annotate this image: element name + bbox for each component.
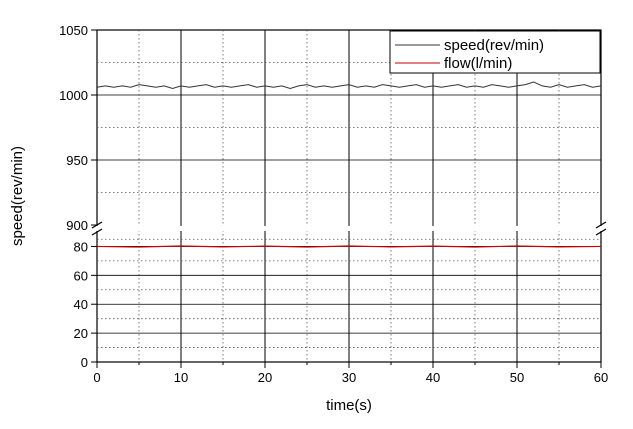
series-group bbox=[96, 81, 602, 248]
x-tick-label: 10 bbox=[174, 370, 188, 385]
x-tick-label: 40 bbox=[426, 370, 440, 385]
y-axis-title: speed(rev/min) bbox=[9, 146, 26, 246]
axis-break-mark bbox=[595, 228, 607, 236]
axis-break-gap bbox=[91, 226, 607, 231]
legend-box bbox=[389, 30, 601, 74]
y-tick-label: 80 bbox=[74, 239, 88, 254]
x-tick-label: 60 bbox=[594, 370, 608, 385]
y-tick-label: 0 bbox=[81, 355, 88, 370]
x-tick-label: 50 bbox=[510, 370, 524, 385]
x-tick-label: 20 bbox=[258, 370, 272, 385]
x-tick-label: 30 bbox=[342, 370, 356, 385]
y-tick-label: 1050 bbox=[59, 23, 88, 38]
y-tick-label: 1000 bbox=[59, 88, 88, 103]
y-tick-label: 950 bbox=[66, 153, 88, 168]
axis-break-mark bbox=[595, 221, 607, 229]
legend: speed(rev/min) flow(l/min) bbox=[389, 30, 601, 74]
series-line-speed bbox=[96, 81, 602, 90]
series-line-flow bbox=[96, 245, 602, 248]
x-tick-label: 0 bbox=[93, 370, 100, 385]
x-axis-title: time(s) bbox=[326, 397, 372, 414]
y-tick-label: 20 bbox=[74, 326, 88, 341]
axis-break-mark bbox=[91, 228, 103, 236]
grid bbox=[97, 30, 601, 362]
y-tick-label: 900 bbox=[66, 218, 88, 233]
legend-label-speed: speed(rev/min) bbox=[444, 37, 544, 54]
legend-label-flow: flow(l/min) bbox=[444, 55, 512, 72]
y-tick-label: 40 bbox=[74, 297, 88, 312]
axes: 0 10 20 30 40 50 60 900 950 1000 1050 0 20 40 60 80 bbox=[59, 23, 608, 385]
y-tick-label: 60 bbox=[74, 268, 88, 283]
